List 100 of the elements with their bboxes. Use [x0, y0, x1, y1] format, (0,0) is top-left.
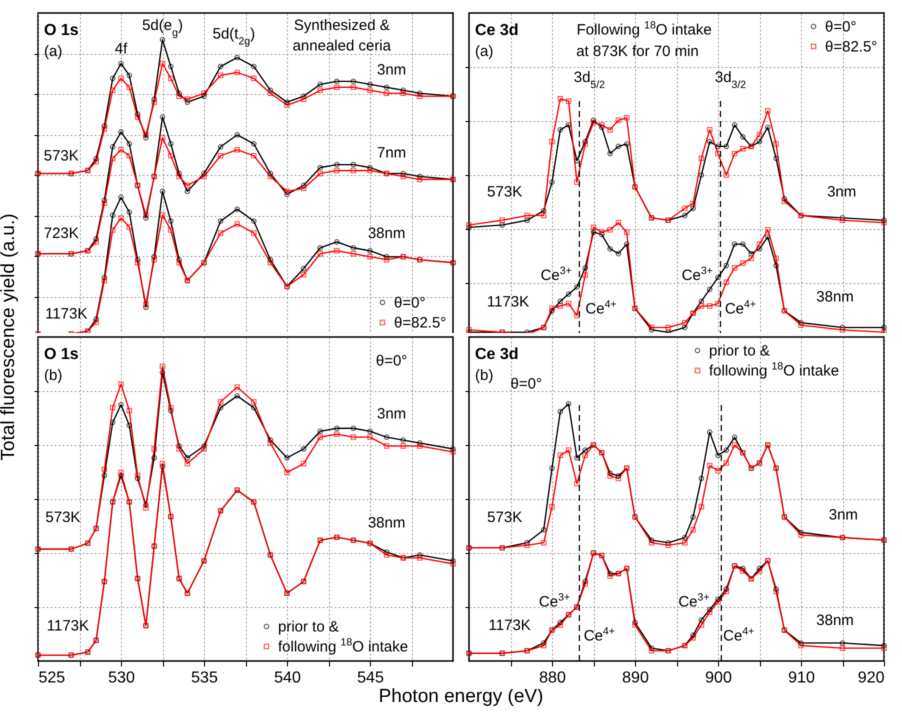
chart-title: O 1s: [44, 346, 79, 363]
point: [151, 446, 157, 452]
point: [724, 460, 730, 466]
point: [234, 221, 240, 227]
point: [566, 98, 572, 104]
point: [400, 88, 406, 94]
point: [367, 248, 373, 254]
point: [218, 399, 224, 405]
point: [665, 540, 671, 546]
point: [151, 254, 157, 260]
point: [334, 84, 340, 90]
point: [590, 117, 596, 123]
point: [160, 37, 166, 42]
point: [201, 90, 207, 96]
point: [218, 218, 224, 224]
point: [881, 645, 887, 651]
point: [334, 239, 340, 245]
point: [450, 449, 456, 455]
point: [540, 212, 546, 218]
point: [118, 194, 124, 200]
point: [698, 156, 704, 162]
point: [748, 256, 754, 262]
point: [616, 117, 622, 123]
point: [126, 224, 132, 230]
point: [740, 146, 746, 152]
point: [540, 642, 546, 648]
point: [732, 265, 738, 271]
ref-line-label: 3d$_{5/2}$: [574, 68, 606, 91]
point: [110, 404, 116, 410]
point: [367, 254, 373, 260]
point: [706, 606, 712, 612]
point: [160, 135, 166, 141]
point: [168, 152, 174, 158]
point: [110, 144, 116, 150]
point: [160, 114, 166, 120]
point: [724, 172, 730, 178]
point: [367, 82, 373, 88]
point: [582, 452, 588, 458]
point: [350, 168, 356, 174]
text: 5d(e$_{g}$): [142, 16, 183, 39]
x-tick-label: 900: [705, 670, 732, 686]
point: [317, 170, 323, 176]
point: [549, 465, 555, 471]
point: [616, 144, 622, 150]
point: [607, 570, 613, 576]
point: [160, 370, 166, 376]
point: [234, 70, 240, 76]
annotation: 3nm: [828, 506, 858, 524]
point: [184, 99, 190, 105]
point: [840, 218, 846, 223]
annotation: 38nm: [368, 514, 406, 532]
point: [317, 245, 323, 251]
point: [400, 437, 406, 443]
point: [574, 158, 580, 164]
x-tick-label: 525: [38, 670, 66, 686]
point: [840, 324, 846, 330]
point: [624, 141, 630, 147]
point: [648, 645, 654, 651]
point: [251, 404, 257, 410]
annotation: Ce$^{4+}$: [585, 298, 617, 318]
point: [690, 632, 696, 638]
point: [300, 94, 306, 99]
point: [499, 222, 505, 228]
point: [234, 384, 240, 390]
annotation: 573K: [487, 509, 522, 526]
point: [218, 144, 224, 150]
point: [773, 586, 779, 592]
point: [682, 212, 688, 218]
point: [334, 78, 340, 84]
point: [350, 251, 356, 257]
point: [317, 434, 323, 440]
point: [134, 260, 140, 266]
point: [284, 470, 290, 476]
point: [201, 94, 207, 99]
point: [134, 114, 140, 120]
x-tick-label: 890: [622, 670, 649, 686]
point: [268, 256, 274, 262]
point: [773, 262, 779, 268]
point: [168, 141, 174, 147]
point: [334, 168, 340, 174]
point: [558, 620, 564, 626]
point: [367, 428, 373, 434]
point: [110, 156, 116, 162]
point: [574, 179, 580, 185]
point: [400, 170, 406, 176]
point: [284, 102, 290, 108]
point: [607, 473, 613, 479]
point: [251, 141, 257, 147]
legend-label: θ=82.5°: [394, 314, 446, 332]
point: [176, 93, 182, 99]
point: [798, 642, 804, 648]
point: [798, 640, 804, 646]
point: [558, 303, 564, 309]
point: [102, 466, 108, 472]
point: [184, 460, 190, 466]
point: [284, 99, 290, 105]
point: [732, 122, 738, 128]
point: [134, 472, 140, 478]
legend-label: prior to &: [278, 618, 339, 636]
point: [143, 132, 149, 138]
